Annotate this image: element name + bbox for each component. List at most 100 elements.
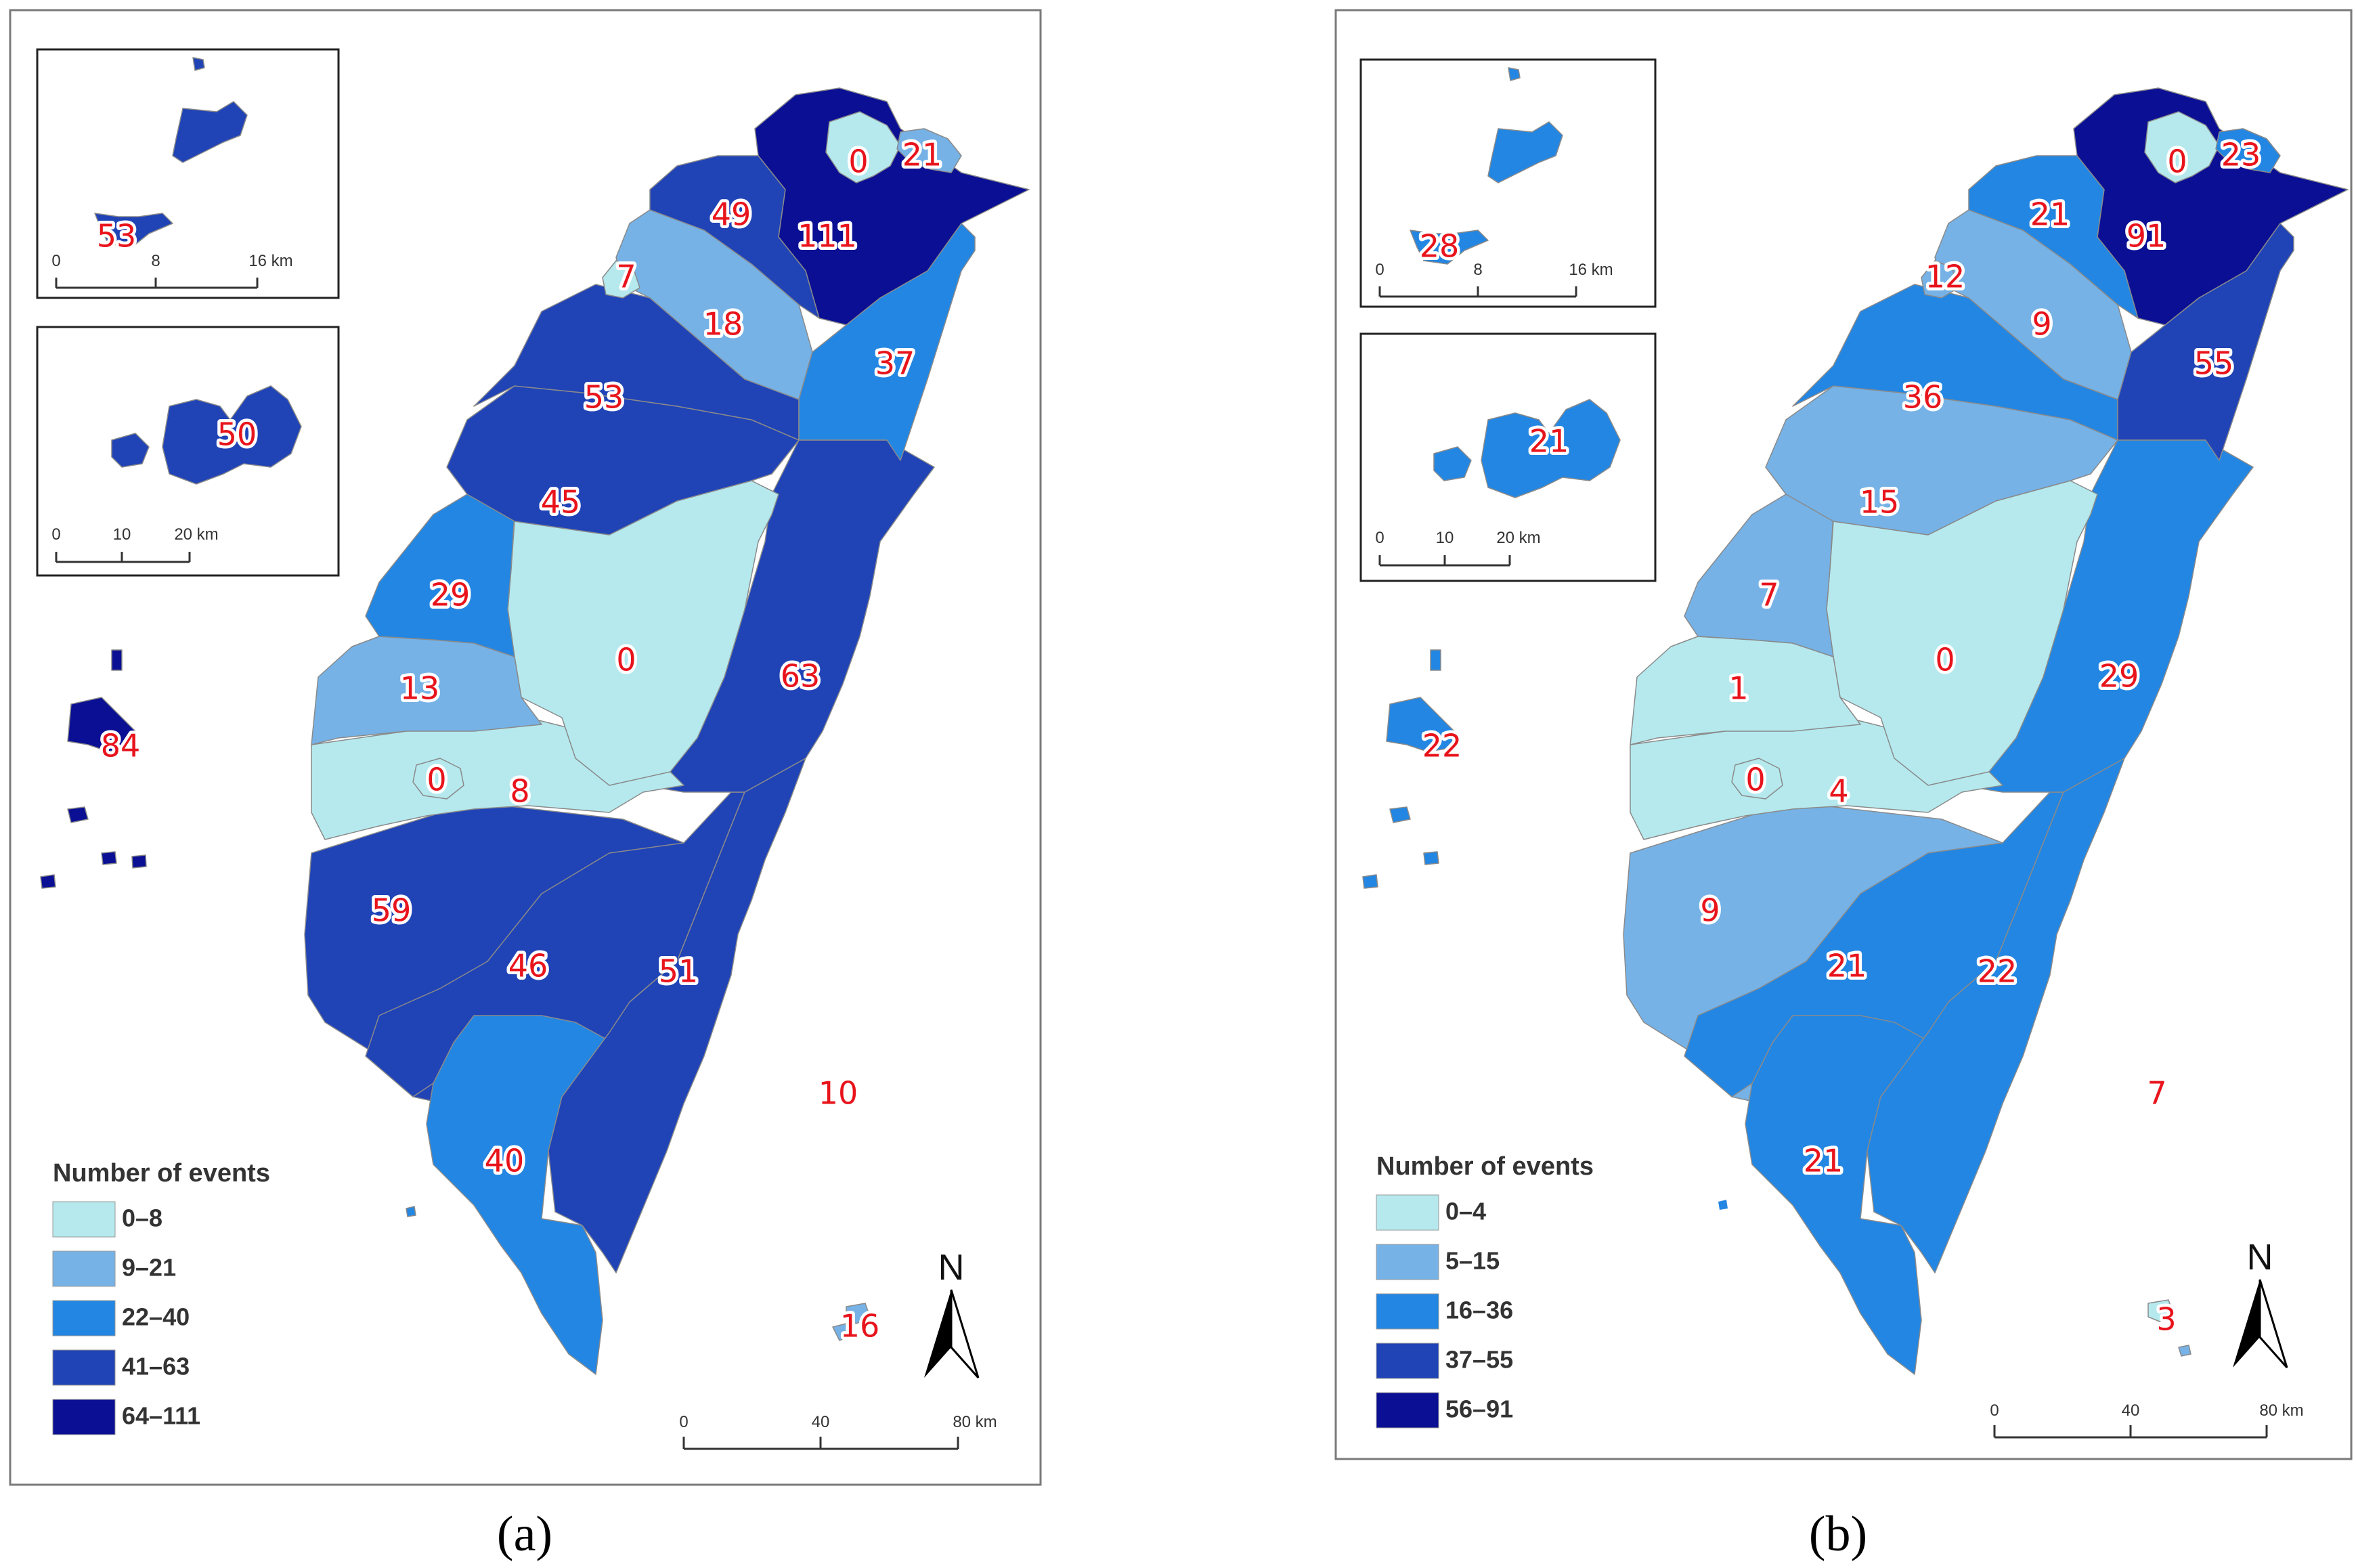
panel-label-b: (b) [1809, 1506, 1867, 1562]
scale-tick-0: 0 [1375, 261, 1384, 279]
label-nantou: 0 [1935, 642, 1955, 678]
scale-bar-a: 0 40 80 km [679, 1413, 997, 1450]
inset-frame [36, 48, 340, 299]
scale-tick-8: 8 [1473, 261, 1482, 279]
north-label: N [2247, 1237, 2273, 1278]
label-hualien: 63 [781, 658, 821, 695]
scale-tick-40: 40 [812, 1413, 830, 1431]
value-labels-a: 21 0 111 49 7 18 37 53 45 29 0 63 13 0 8… [368, 133, 945, 1347]
region-hsinchu-city [602, 260, 640, 299]
penghu-islet [40, 874, 56, 889]
legend-a: Number of events 0–8 9–21 22–40 41–63 64… [52, 1159, 270, 1435]
scale-tick-8: 8 [151, 252, 160, 270]
label-chiayi-county: 8 [510, 773, 529, 810]
label-new-taipei: 111 [798, 218, 857, 255]
taiwan-main-b: 23 0 91 21 12 9 55 36 15 7 0 29 1 0 4 9 … [1623, 87, 2349, 1375]
label-taoyuan: 49 [712, 196, 751, 233]
label-green-island: 7 [2147, 1075, 2166, 1112]
legend-swatch-3 [1376, 1293, 1439, 1330]
legend-label-4: 41–63 [122, 1353, 190, 1380]
scale-tick-0: 0 [51, 525, 60, 544]
map-panel-a: 53 0 8 16 km 50 0 10 [9, 9, 1042, 1562]
label-new-taipei: 91 [2126, 218, 2166, 255]
label-keelung: 21 [902, 137, 942, 173]
legend-label-2: 9–21 [122, 1254, 176, 1282]
scale-tick-0: 0 [1375, 529, 1384, 547]
legend-swatch-1 [1376, 1194, 1439, 1231]
label-taichung: 45 [541, 484, 581, 521]
label-hsinchu-county: 18 [703, 306, 743, 343]
label-changhua: 7 [1759, 577, 1779, 613]
region-new-taipei [754, 87, 1030, 326]
region-taipei [825, 111, 901, 183]
kinmen-value-label: 53 [97, 218, 137, 255]
region-keelung [2215, 128, 2281, 173]
penghu-value-label: 84 [101, 728, 141, 764]
label-tainan: 9 [1700, 892, 1720, 929]
inset-matsu-b: 21 0 10 20 km [1359, 332, 1657, 582]
inset-frame [1359, 58, 1657, 308]
label-taipei: 0 [2167, 144, 2187, 180]
scale-tick-16: 16 km [248, 252, 292, 270]
scale-bar-b: 0 40 80 km [1990, 1401, 2304, 1439]
green-island [2178, 1345, 2191, 1357]
inset-scale-bar: 0 8 16 km [51, 252, 293, 289]
label-hsinchu-city: 7 [616, 259, 636, 295]
orchid-island [846, 1303, 871, 1324]
kinmen-islet [192, 57, 205, 71]
penghu-islet [1430, 649, 1441, 671]
north-arrow-half [950, 1289, 980, 1378]
label-tainan: 59 [372, 892, 412, 929]
region-chiayi-city [412, 758, 464, 800]
label-keelung: 23 [2221, 137, 2261, 173]
inset-matsu-a: 50 0 10 20 km [36, 326, 340, 577]
liuqiu-island [406, 1206, 416, 1217]
region-hsinchu-city [1921, 260, 1959, 299]
scale-tick-40: 40 [2122, 1401, 2140, 1420]
scale-tick-0: 0 [679, 1413, 688, 1431]
kinmen-islet [1508, 67, 1521, 81]
legend-swatch-2 [1376, 1244, 1439, 1280]
region-taitung [1867, 758, 2125, 1273]
legend-label-3: 16–36 [1445, 1297, 1513, 1324]
label-hualien: 29 [2099, 658, 2139, 695]
inset-scale-bar: 0 10 20 km [51, 525, 219, 563]
label-yunlin: 1 [1728, 670, 1748, 707]
legend-label-5: 64–111 [122, 1402, 200, 1430]
scale-tick-10: 10 [1436, 529, 1454, 547]
scale-tick-0: 0 [1990, 1401, 1999, 1420]
label-changhua: 29 [431, 577, 471, 613]
label-orchid-island: 16 [840, 1308, 880, 1345]
matsu-island-large [162, 385, 302, 485]
label-taichung: 15 [1860, 484, 1900, 521]
orchid-island [2147, 1299, 2174, 1322]
matsu-value-label: 21 [1529, 423, 1569, 460]
kinmen-island-small [1410, 230, 1489, 265]
scale-tick-16: 16 km [1569, 261, 1613, 279]
label-kaohsiung: 21 [1827, 948, 1867, 984]
penghu-islet [67, 806, 89, 823]
region-new-taipei [2073, 87, 2349, 326]
inset-kinmen-a: 53 0 8 16 km [36, 48, 340, 299]
label-kaohsiung: 46 [508, 948, 548, 984]
matsu-island-small [111, 433, 150, 468]
region-keelung [896, 128, 962, 173]
legend-label-3: 22–40 [122, 1303, 190, 1331]
penghu-islet [111, 649, 123, 671]
kinmen-island-large [1487, 121, 1563, 183]
inset-kinmen-b: 28 0 8 16 km [1359, 58, 1657, 308]
label-yunlin: 13 [400, 670, 440, 707]
scale-tick-20: 20 km [1496, 529, 1540, 547]
label-miaoli: 53 [584, 379, 624, 416]
penghu-value-label: 22 [1422, 728, 1462, 764]
map-panel-b: 28 0 8 16 km 21 0 10 [1334, 9, 2353, 1562]
north-arrow-b: N [2233, 1237, 2288, 1368]
label-miaoli: 36 [1903, 379, 1943, 416]
label-taitung: 22 [1978, 953, 2017, 990]
penghu-islands-b: 22 [1362, 649, 1465, 889]
penghu-islet [1389, 806, 1411, 823]
label-orchid-island: 3 [2156, 1301, 2176, 1338]
region-taipei [2144, 111, 2220, 183]
label-green-island: 10 [819, 1075, 858, 1112]
